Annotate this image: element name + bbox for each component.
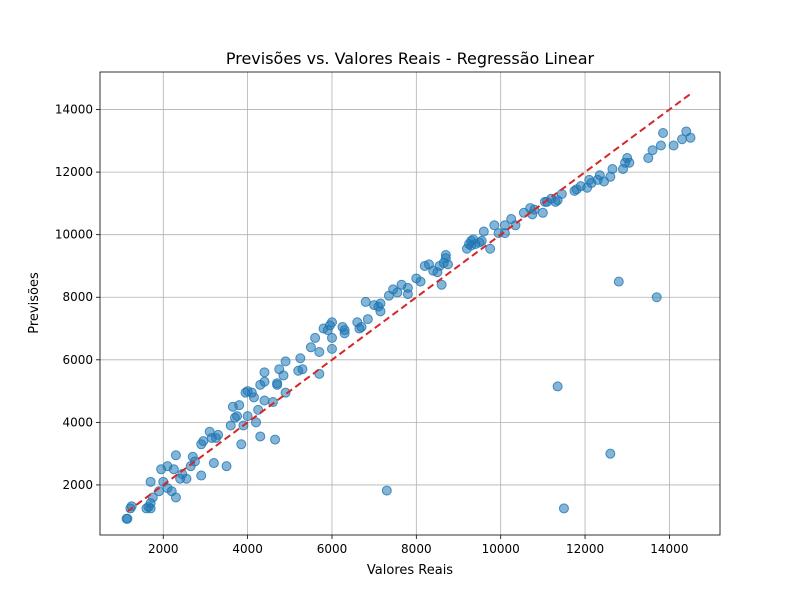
scatter-point <box>537 207 548 218</box>
scatter-point <box>339 325 350 336</box>
scatter-point <box>270 434 281 445</box>
x-tick-label: 14000 <box>650 542 688 556</box>
scatter-point <box>232 411 243 422</box>
scatter-point <box>236 439 247 450</box>
scatter-point <box>295 353 306 364</box>
plot-frame <box>99 71 721 536</box>
scatter-point <box>402 289 413 300</box>
scatter-point <box>259 395 270 406</box>
scatter-point <box>196 470 207 481</box>
scatter-point <box>198 436 209 447</box>
scatter-point <box>556 189 567 200</box>
scatter-point <box>314 346 325 357</box>
scatter-point <box>552 381 563 392</box>
x-tick-label: 6000 <box>317 542 348 556</box>
scatter-point <box>181 473 192 484</box>
y-tick-label: 4000 <box>62 415 93 429</box>
scatter-point <box>643 153 654 164</box>
y-tick-label: 2000 <box>62 478 93 492</box>
scatter-point <box>489 220 500 231</box>
scatter-point <box>297 364 308 375</box>
scatter-point <box>225 420 236 431</box>
y-tick-label: 8000 <box>62 290 93 304</box>
scatter-point <box>251 417 262 428</box>
scatter-point <box>381 485 392 496</box>
x-tick-label: 10000 <box>482 542 520 556</box>
scatter-point <box>122 513 133 524</box>
x-axis-ticks: 2000 4000 6000 8000 10000 12000 14000 <box>148 535 688 556</box>
x-tick-label: 2000 <box>148 542 179 556</box>
scatter-point <box>145 476 156 487</box>
scatter-point <box>624 157 635 168</box>
scatter-point <box>208 458 219 469</box>
scatter-point <box>607 163 618 174</box>
scatter-point <box>213 429 224 440</box>
scatter-point <box>485 243 496 254</box>
scatter-point <box>326 343 337 354</box>
scatter-point <box>326 317 337 328</box>
scatter-point <box>259 367 270 378</box>
scatter-point <box>478 226 489 237</box>
scatter-point <box>248 392 259 403</box>
scatter-point <box>280 356 291 367</box>
scatter-point <box>436 279 447 290</box>
scatter-point <box>326 332 337 343</box>
scatter-point <box>168 464 179 475</box>
scatter-point <box>685 132 696 143</box>
scatter-point <box>310 332 321 343</box>
scatter-point <box>255 431 266 442</box>
scatter-point <box>499 228 510 239</box>
y-tick-label: 12000 <box>55 165 93 179</box>
y-axis-title: Previsões <box>27 272 42 334</box>
y-tick-label: 14000 <box>55 103 93 117</box>
scatter-point <box>476 235 487 246</box>
scatter-point <box>170 450 181 461</box>
chart-title: Previsões vs. Valores Reais - Regressão … <box>226 49 595 68</box>
scatter-point <box>170 492 181 503</box>
scatter-point <box>375 306 386 317</box>
scatter-point <box>278 370 289 381</box>
scatter-point <box>558 503 569 514</box>
y-tick-label: 6000 <box>62 353 93 367</box>
scatter-point <box>280 387 291 398</box>
grid <box>100 72 720 535</box>
y-tick-label: 10000 <box>55 228 93 242</box>
scatter-point <box>259 376 270 387</box>
scatter-point <box>442 259 453 270</box>
scatter-point <box>613 276 624 287</box>
scatter-point <box>392 287 403 298</box>
reference-line-group <box>126 93 692 513</box>
scatter-point <box>668 140 679 151</box>
x-tick-label: 12000 <box>566 542 604 556</box>
scatter-point <box>126 501 137 512</box>
scatter-point <box>242 411 253 422</box>
scatter-point <box>658 128 669 139</box>
scatter-point <box>651 292 662 303</box>
scatter-point <box>234 400 245 411</box>
reference-line <box>126 93 692 513</box>
scatter-point <box>305 342 316 353</box>
scatter-point <box>272 378 283 389</box>
scatter-point <box>362 314 373 325</box>
scatter-points <box>121 126 696 524</box>
y-axis-ticks: 2000 4000 6000 8000 10000 12000 14000 <box>55 103 100 492</box>
x-axis-title: Valores Reais <box>367 563 453 578</box>
scatter-point <box>605 448 616 459</box>
scatter-point <box>356 321 367 332</box>
x-tick-label: 4000 <box>232 542 263 556</box>
scatter-point <box>415 276 426 287</box>
scatter-point <box>360 296 371 307</box>
scatter-point <box>647 145 658 156</box>
scatter-point <box>221 461 232 472</box>
x-tick-label: 8000 <box>401 542 432 556</box>
scatter-point <box>145 503 156 514</box>
scatter-point <box>440 250 451 261</box>
scatter-point <box>655 140 666 151</box>
